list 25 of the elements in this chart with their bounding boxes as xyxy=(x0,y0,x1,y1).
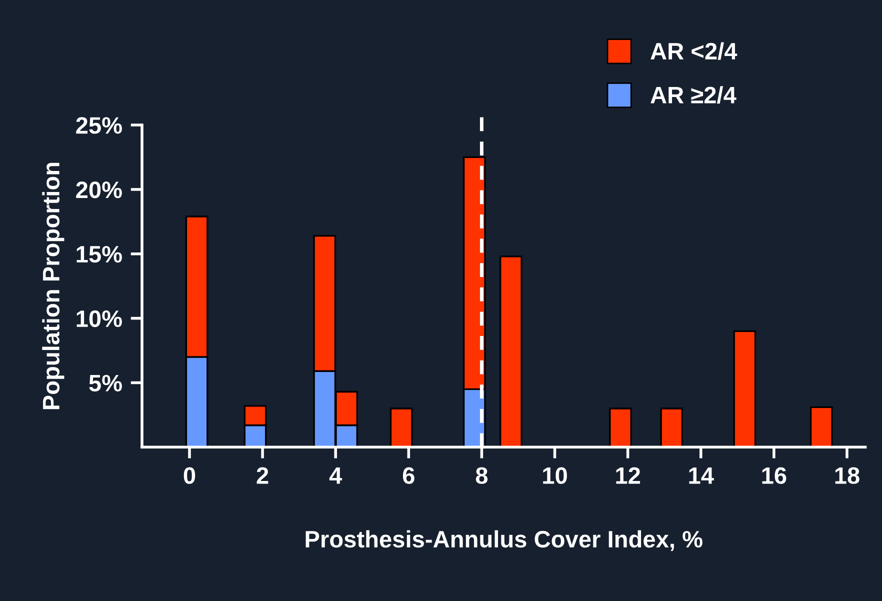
bar xyxy=(733,330,756,448)
legend-label: AR ≥2/4 xyxy=(650,86,736,104)
x-tick-label: 14 xyxy=(689,467,714,484)
x-tick-label: 8 xyxy=(476,467,488,484)
x-tick-label: 16 xyxy=(762,467,786,484)
bar xyxy=(500,256,522,448)
y-tick-label: 25% xyxy=(76,117,122,134)
x-tick-label: 2 xyxy=(256,467,268,484)
x-tick-label: 6 xyxy=(402,467,414,484)
x-axis-title: Prosthesis-Annulus Cover Index, % xyxy=(306,530,702,552)
x-tick-label: 4 xyxy=(329,467,342,484)
y-axis-title: Population Proportion xyxy=(42,162,64,410)
legend-label: AR <2/4 xyxy=(650,42,738,60)
bar xyxy=(810,406,833,448)
y-tick-label: 15% xyxy=(76,246,122,263)
x-tick-label: 18 xyxy=(835,467,860,484)
y-tick-label: 10% xyxy=(76,310,122,328)
bar xyxy=(390,408,413,448)
bar xyxy=(609,408,632,448)
bar xyxy=(660,408,684,448)
x-tick-label: 0 xyxy=(184,467,196,484)
y-tick-label: 20% xyxy=(76,182,122,198)
x-tick-label: 10 xyxy=(543,467,567,484)
y-tick-label: 5% xyxy=(89,374,122,392)
x-tick-label: 12 xyxy=(616,467,640,484)
